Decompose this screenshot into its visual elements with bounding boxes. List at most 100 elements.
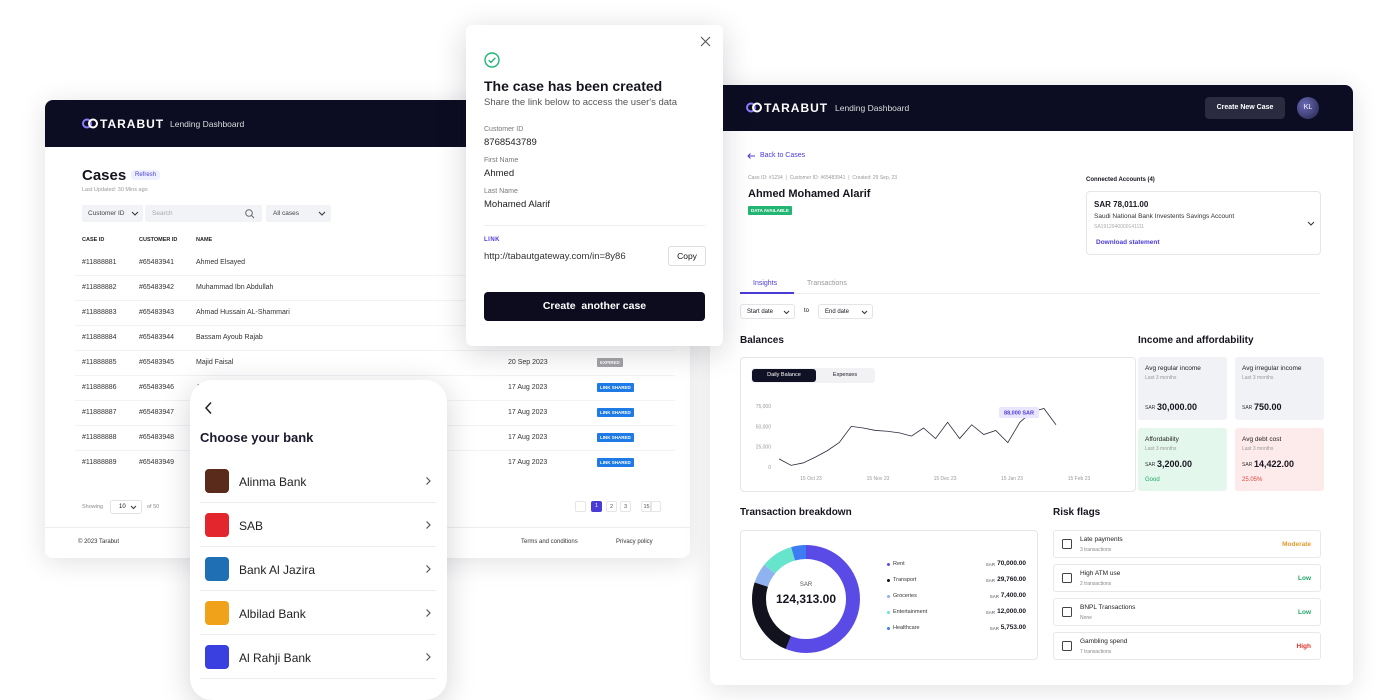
legend-dot [887, 579, 890, 582]
card-label: Avg regular income [1145, 365, 1201, 372]
column-header: CASE ID [82, 237, 105, 243]
page-button[interactable]: 15 [641, 501, 652, 512]
row-divider [75, 300, 675, 301]
next-page[interactable] [650, 501, 661, 512]
bank-name[interactable]: Alinma Bank [239, 475, 307, 489]
legend-name: Transport [893, 577, 917, 583]
end-date[interactable]: End date [818, 304, 873, 319]
customer-id: #65483941 [139, 259, 175, 266]
flag-level: Moderate [1282, 541, 1311, 548]
to-label: to [804, 308, 810, 314]
customer-name: Ahmed Elsayed [196, 259, 246, 266]
page-button[interactable]: 3 [620, 501, 631, 512]
bank-name[interactable]: SAB [239, 519, 264, 533]
back-button[interactable] [204, 401, 212, 415]
breakdown-card: SAR 124,313.00 Rent 70,000.00 SAR Transport… [740, 530, 1038, 660]
page-button[interactable]: 1 [591, 501, 602, 512]
breakdown-title: Transaction breakdown [740, 507, 852, 518]
income-card: Avg regular income Last 3 months SAR 30,000… [1138, 357, 1227, 420]
balance-line [778, 408, 1057, 466]
card-currency: SAR [1242, 462, 1253, 468]
donut-total: 124,313.00 [775, 592, 837, 606]
back-arrow [747, 153, 755, 159]
link-label: LINK [484, 237, 500, 243]
tab-transactions[interactable]: Transactions [807, 280, 847, 287]
data-badge: DATA AVAILABLE [748, 206, 792, 215]
bank-name[interactable]: Bank Al Jazira [239, 563, 316, 577]
card-value: 750.00 [1254, 402, 1282, 412]
prev-page[interactable] [575, 501, 586, 512]
avatar[interactable]: KL [1297, 97, 1319, 119]
tab-underline [740, 292, 794, 294]
bank-name[interactable]: Albilad Bank [239, 607, 306, 621]
chevron [131, 211, 139, 216]
donut-segment [752, 545, 860, 653]
close-button[interactable] [700, 36, 711, 47]
of-total: of 50 [147, 504, 160, 510]
income-card: Affordability Last 3 months SAR 3,200.00 Goo… [1138, 428, 1227, 491]
chevron-path [426, 565, 431, 573]
case-date: 17 Aug 2023 [508, 459, 548, 466]
row-divider [75, 350, 675, 351]
search-input[interactable]: Search [145, 205, 262, 222]
status-select[interactable]: All cases [266, 205, 331, 222]
field-value: Mohamed Alarif [484, 199, 551, 210]
tooltip-bg [999, 407, 1039, 418]
start-date[interactable]: Start date [740, 304, 795, 319]
brand: TARABUT [100, 117, 165, 131]
card-currency: SAR [1145, 405, 1156, 411]
risk-flag: BNPL Transactions None Low [1053, 598, 1321, 626]
chevron [426, 653, 431, 661]
field-label: Last Name [484, 188, 518, 195]
refresh-button[interactable]: Refresh [131, 170, 161, 180]
account-card[interactable]: SAR 78,011.00 Saudi National Bank Invest… [1086, 191, 1321, 255]
toggle-daily[interactable]: Daily Balance [752, 369, 816, 382]
tab-insights[interactable]: Insights [753, 280, 778, 287]
account-name: Saudi National Bank Investents Savings A… [1094, 213, 1235, 220]
flag-detail: 2 transactions [1080, 581, 1112, 587]
chevron [783, 310, 790, 315]
case-id: #11888885 [82, 359, 117, 366]
legend-amount: 12,000.00 [997, 608, 1026, 615]
card-label: Affordability [1145, 436, 1179, 443]
field-label: First Name [484, 157, 519, 164]
field-label: Customer ID [484, 126, 524, 133]
legend-name: Entertainment [893, 609, 928, 615]
bank-name[interactable]: Al Rahji Bank [239, 651, 312, 665]
risk-flag: High ATM use 2 transactions Low [1053, 564, 1321, 592]
copy-button[interactable]: Copy [668, 246, 706, 266]
bank-icon [205, 557, 229, 581]
privacy-link[interactable]: Privacy policy [616, 539, 653, 545]
tab-divider [740, 293, 1320, 294]
download-link[interactable]: Download statement [1096, 239, 1160, 246]
legend-currency: SAR [989, 594, 999, 599]
back-link[interactable]: Back to Cases [760, 152, 806, 159]
create-another-button[interactable]: Create another case [484, 292, 705, 321]
customer-id: #65483946 [139, 384, 175, 391]
success-icon [484, 52, 500, 68]
status-badge: LINK SHARED [597, 433, 634, 442]
case-meta: Case ID: #1234 | Customer ID: #65483941 … [748, 175, 898, 181]
terms-link[interactable]: Terms and conditions [521, 539, 578, 545]
page-button[interactable]: 2 [606, 501, 617, 512]
customer-id: #65483947 [139, 409, 175, 416]
customer-id: #65483944 [139, 334, 175, 341]
per-page-select[interactable]: 10 [110, 500, 142, 514]
bank-divider [200, 590, 436, 591]
chevron-path [426, 609, 431, 617]
chevron [426, 609, 431, 617]
legend-dot [887, 611, 890, 614]
chevron [426, 565, 431, 573]
bank-icon [205, 601, 229, 625]
chevron [318, 211, 326, 216]
filter-select[interactable]: Customer ID [82, 205, 143, 222]
toggle-expenses[interactable]: Expenses [832, 372, 858, 378]
y-tick-label: 25,000 [756, 445, 772, 451]
flag-icon [1062, 539, 1072, 549]
create-case-button[interactable]: Create New Case [1205, 97, 1285, 119]
bank-divider [200, 634, 436, 635]
card-period: Last 3 months [1242, 446, 1274, 452]
balance-card: Daily Balance Expenses 0 25,000 50,000 75,0… [740, 357, 1136, 492]
bank-icon [205, 513, 229, 537]
tooltip: 88,000 SAR [1004, 411, 1034, 417]
